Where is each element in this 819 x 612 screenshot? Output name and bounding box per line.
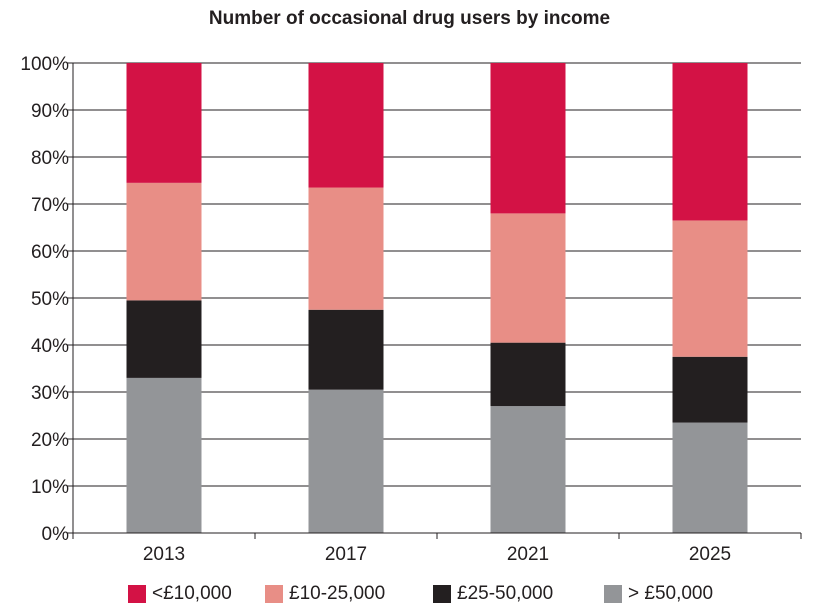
y-tick-label: 50%: [31, 289, 69, 310]
legend-item: <£10,000: [128, 583, 232, 605]
y-tick-labels: 0% 10% 20% 30% 40% 50% 60% 70% 80% 90% 100%: [20, 54, 69, 545]
x-tick-label: 2021: [507, 544, 549, 565]
legend-swatch: [604, 585, 622, 603]
y-tick-label: 90%: [31, 101, 69, 122]
bar-segment: [126, 63, 202, 183]
legend-item: £10-25,000: [265, 583, 385, 605]
bar-segment: [308, 63, 384, 188]
bar-segment: [490, 213, 566, 343]
bar-segment: [672, 422, 748, 533]
legend-label: <£10,000: [152, 583, 232, 604]
bar-segment: [308, 187, 384, 310]
y-tick-label: 80%: [31, 148, 69, 169]
axes: [72, 63, 802, 539]
y-tick-label: 60%: [31, 242, 69, 263]
legend-label: £10-25,000: [289, 583, 386, 604]
legend-item: £25-50,000: [433, 583, 553, 605]
y-tick-label: 100%: [20, 54, 69, 75]
bar-segment: [672, 220, 748, 357]
y-tick-label: 20%: [31, 430, 69, 451]
x-tick-label: 2025: [689, 544, 731, 565]
legend-item: > £50,000: [604, 583, 713, 605]
bar-segment: [672, 63, 748, 221]
bar-segment: [490, 342, 566, 407]
bar-segment: [490, 63, 566, 214]
bar-segment: [672, 356, 748, 423]
x-tick-labels: 2013 2017 2021 2025: [143, 544, 731, 565]
legend-label: > £50,000: [628, 583, 714, 604]
y-tick-label: 70%: [31, 195, 69, 216]
bar-segment: [126, 377, 202, 533]
chart-title: Number of occasional drug users by incom…: [208, 8, 611, 29]
x-tick-label: 2017: [325, 544, 367, 565]
y-tick-label: 30%: [31, 383, 69, 404]
bar-segment: [490, 406, 566, 533]
y-tick-label: 0%: [42, 524, 70, 545]
legend-swatch: [265, 585, 283, 603]
legend: <£10,000 £10-25,000 £25-50,000 > £50,000: [0, 583, 819, 609]
legend-label: £25-50,000: [457, 583, 554, 604]
bar-segment: [126, 182, 202, 301]
y-tick-label: 40%: [31, 336, 69, 357]
bar-segment: [308, 389, 384, 533]
y-tick-label: 10%: [31, 477, 69, 498]
x-tick-label: 2013: [143, 544, 185, 565]
legend-swatch: [128, 585, 146, 603]
bar-segment: [308, 309, 384, 390]
bars: [126, 63, 748, 533]
legend-swatch: [433, 585, 451, 603]
bar-segment: [126, 300, 202, 378]
